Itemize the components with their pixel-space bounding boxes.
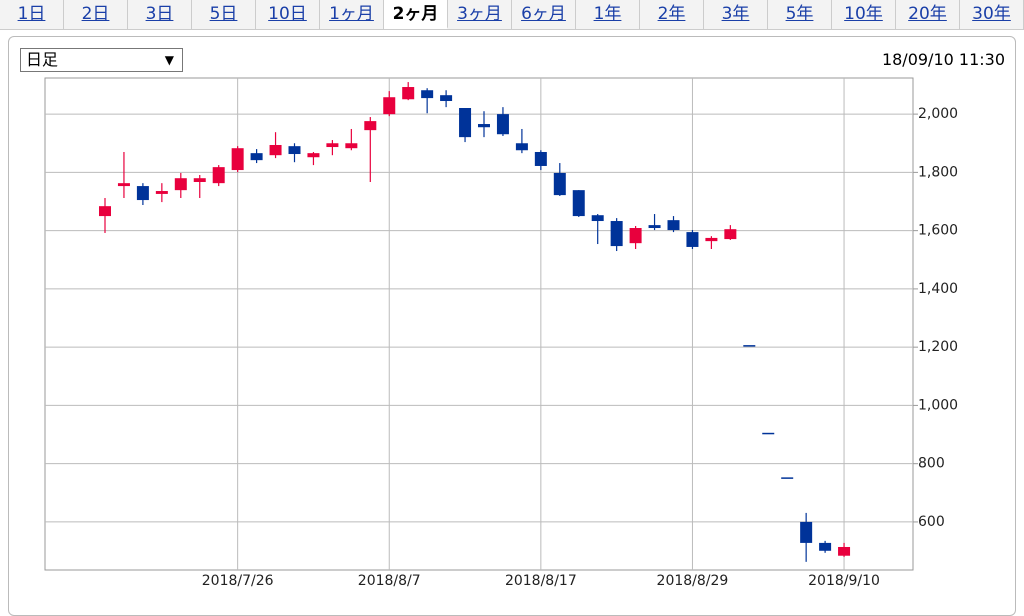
candle-body xyxy=(364,121,377,131)
candle-body xyxy=(345,143,358,149)
period-tab[interactable]: 10年 xyxy=(832,0,896,29)
candle-body xyxy=(838,546,851,556)
interval-dropdown[interactable]: 日足 ▼ xyxy=(20,48,183,72)
period-tab[interactable]: 5年 xyxy=(768,0,832,29)
candle-body xyxy=(288,146,301,155)
candle-body xyxy=(534,151,547,166)
candle-body xyxy=(762,432,775,435)
y-tick-label: 1,200 xyxy=(918,339,958,355)
candle-body xyxy=(421,90,434,99)
candle-body xyxy=(174,178,187,191)
candle-body xyxy=(667,220,680,231)
candle-body xyxy=(402,87,415,100)
candle-body xyxy=(496,114,509,135)
candle-body xyxy=(515,143,528,151)
candle-body xyxy=(383,97,396,115)
period-tab[interactable]: 3年 xyxy=(704,0,768,29)
period-tab[interactable]: 10日 xyxy=(256,0,320,29)
x-tick-label: 2018/8/29 xyxy=(657,573,729,589)
x-tick-label: 2018/9/10 xyxy=(808,573,880,589)
candle-body xyxy=(136,186,149,201)
candle-body xyxy=(781,477,794,479)
candle-body xyxy=(478,124,490,128)
period-tab[interactable]: 2年 xyxy=(640,0,704,29)
candle-body xyxy=(231,148,244,171)
candle-body xyxy=(724,229,737,240)
y-tick-label: 1,800 xyxy=(918,164,958,180)
x-tick-label: 2018/8/17 xyxy=(505,573,577,589)
candle-body xyxy=(553,172,566,196)
candle-body xyxy=(591,215,604,222)
dropdown-arrow: ▼ xyxy=(164,53,174,67)
candle-body xyxy=(800,521,813,543)
period-tab[interactable]: 20年 xyxy=(896,0,960,29)
candle-body xyxy=(572,190,585,217)
candle-body xyxy=(610,221,623,247)
period-tab[interactable]: 3日 xyxy=(128,0,192,29)
period-tab[interactable]: 6ヶ月 xyxy=(512,0,576,29)
y-tick-label: 800 xyxy=(918,456,945,472)
y-tick-label: 1,400 xyxy=(918,281,958,297)
y-tick-label: 2,000 xyxy=(918,106,958,122)
candle-body xyxy=(155,191,168,194)
candle-body xyxy=(819,542,832,551)
candle-body xyxy=(705,237,718,242)
dropdown-text: 日足 xyxy=(26,50,59,69)
candle-body xyxy=(648,225,661,229)
period-tab[interactable]: 1年 xyxy=(576,0,640,29)
candle-body xyxy=(250,153,263,161)
candle-body xyxy=(307,153,320,158)
candle-body xyxy=(459,108,472,138)
x-tick-label: 2018/8/7 xyxy=(358,573,421,589)
candle-body xyxy=(212,167,225,184)
period-tab[interactable]: 3ヶ月 xyxy=(448,0,512,29)
tab-bar: 1日 2日 3日 5日 10日 1ヶ月 2ヶ月 3ヶ月 6ヶ月 1年 2年 3年 5年 10年 20年 30年 xyxy=(0,0,1024,30)
period-tab[interactable]: 1ヶ月 xyxy=(320,0,384,29)
y-tick-label: 1,000 xyxy=(918,397,958,413)
period-tab[interactable]: 1日 xyxy=(0,0,64,29)
candle-body xyxy=(686,232,699,247)
plot-area xyxy=(44,77,914,571)
candle-body xyxy=(326,143,339,148)
period-tab[interactable]: 2日 xyxy=(64,0,128,29)
y-tick-label: 1,600 xyxy=(918,223,958,239)
candle-body xyxy=(193,178,206,182)
candle-body xyxy=(269,144,282,156)
y-tick-label: 600 xyxy=(918,514,945,530)
candle-body xyxy=(743,345,756,347)
period-tab[interactable]: 2ヶ月 xyxy=(384,0,448,29)
candle-body xyxy=(99,206,111,217)
candle-body xyxy=(117,183,130,187)
candle-body xyxy=(440,95,453,102)
period-tab[interactable]: 5日 xyxy=(192,0,256,29)
x-tick-label: 2018/7/26 xyxy=(202,573,274,589)
candle-body xyxy=(629,228,642,244)
chart: 600 800 1,000 1,200 1,400 1,600 1,800 2,000 2018… xyxy=(44,77,958,589)
timestamp: 18/09/10 11:30 xyxy=(881,50,1005,69)
